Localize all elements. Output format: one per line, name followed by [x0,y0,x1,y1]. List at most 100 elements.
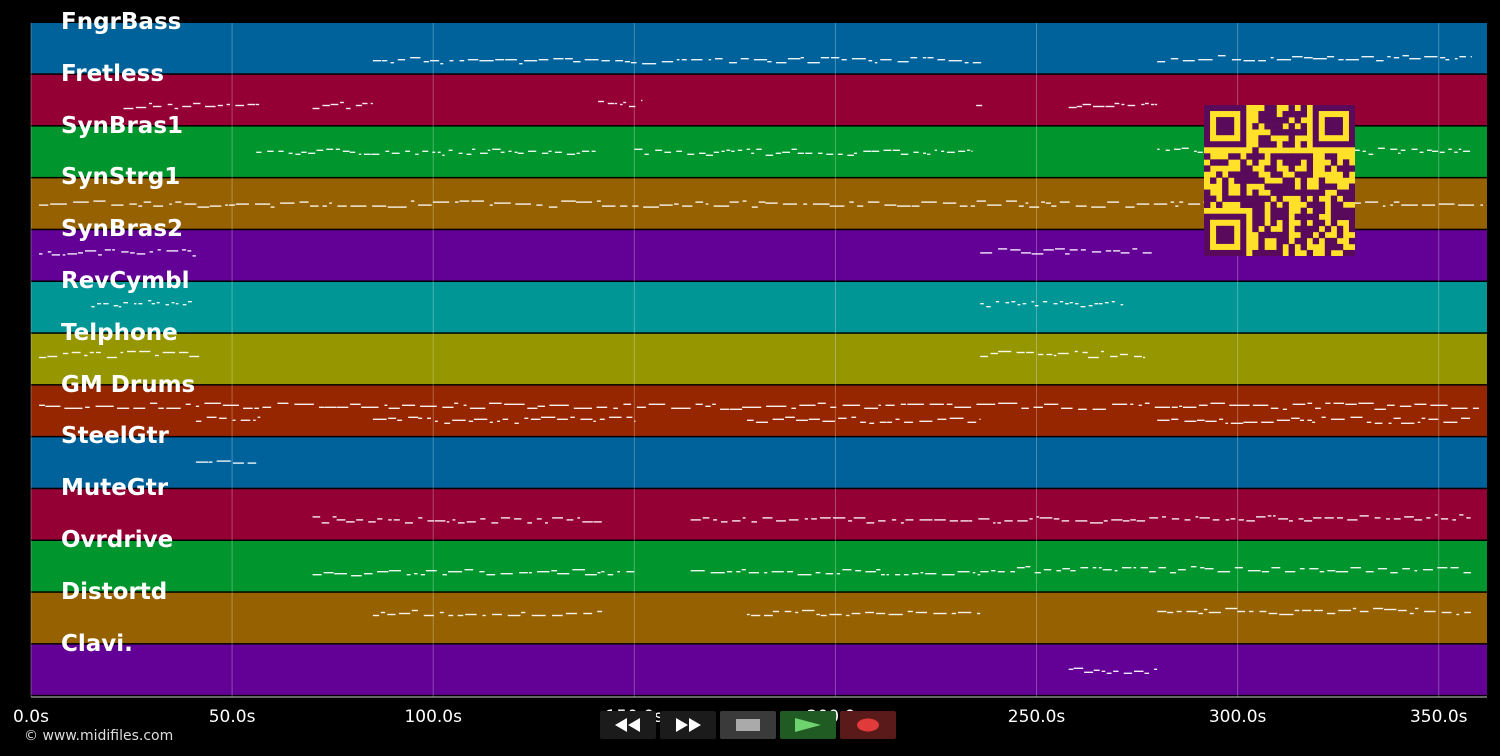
midi-note [157,249,161,251]
midi-note [1278,518,1289,520]
copyright-text: © www.midifiles.com [24,728,174,744]
midi-note [1376,60,1384,62]
midi-note [549,404,569,406]
midi-note [166,407,181,409]
midi-note [537,571,550,573]
midi-note [1291,417,1300,419]
midi-note [342,150,350,152]
midi-note [557,573,570,575]
midi-note [1171,418,1179,420]
midi-note [1225,422,1229,424]
midi-note [630,62,637,64]
midi-note [643,206,659,208]
midi-note [895,418,900,420]
midi-note [448,614,454,617]
midi-note [846,614,850,617]
midi-note [1459,514,1464,516]
midi-note [980,303,984,305]
midi-note [811,518,817,520]
midi-note [782,203,798,205]
midi-note [1414,519,1423,521]
midi-note [864,407,878,409]
midi-note [1105,250,1112,252]
midi-note [617,571,621,573]
midi-note [420,574,425,576]
rewind-button[interactable] [600,711,656,739]
track-label: SteelGtr [61,423,169,450]
midi-note [742,517,746,519]
midi-note [334,573,348,575]
play-button[interactable] [780,711,836,739]
midi-note [1179,201,1184,203]
midi-note [1022,303,1027,305]
midi-note [1267,515,1272,517]
midi-note [1303,57,1313,59]
midi-note [1307,402,1313,404]
midi-note [714,58,723,60]
midi-note [972,62,982,64]
midi-note [1113,670,1119,672]
midi-note [1337,517,1344,519]
midi-note [601,60,610,62]
midi-note [538,59,549,61]
midi-note [1184,519,1191,521]
midi-note [927,57,934,59]
midi-note [310,205,319,207]
midi-note [1094,303,1099,305]
midi-note [489,204,493,206]
midi-note [1025,202,1029,204]
midi-note [158,407,164,409]
midi-note [816,613,820,616]
midi-note [1034,572,1041,574]
fast-forward-button[interactable] [660,711,716,739]
midi-note [312,107,320,110]
midi-note [897,61,909,63]
midi-note [865,611,874,614]
midi-note [1053,354,1057,357]
midi-note [339,101,344,104]
midi-note [857,205,864,207]
midi-note [822,420,835,422]
midi-note [1073,667,1084,669]
midi-note [418,417,423,419]
midi-note [377,571,389,573]
midi-note [634,420,636,422]
midi-note [1165,149,1170,151]
midi-note [1441,611,1452,614]
midi-note [573,407,592,409]
midi-note [1092,105,1105,108]
midi-note [113,305,119,307]
midi-note [442,154,445,156]
midi-note [933,612,947,615]
midi-note [91,306,95,308]
midi-note [1404,516,1414,518]
midi-note [1062,568,1071,570]
midi-note [390,62,394,64]
stop-button[interactable] [720,711,776,739]
midi-note [519,63,523,65]
midi-note [514,151,518,153]
midi-note [410,57,421,59]
midi-note [949,520,959,522]
midi-note [1238,519,1244,521]
midi-note [415,153,419,155]
midi-note [106,303,109,305]
track-label: Clavi. [61,630,133,657]
midi-note [764,614,773,617]
midi-note [729,62,737,64]
midi-note [517,152,524,154]
midi-note [537,405,545,407]
midi-note [351,575,362,577]
midi-note [1181,147,1189,149]
midi-note [527,522,533,524]
record-button[interactable] [840,711,896,739]
midi-note [422,150,429,152]
midi-note [1157,610,1167,613]
midi-note [1196,419,1205,421]
midi-note [980,355,988,358]
midi-note [486,574,496,576]
midi-note [117,407,130,409]
midi-note [494,202,511,204]
midi-note [954,406,972,408]
midi-note [1200,567,1205,569]
